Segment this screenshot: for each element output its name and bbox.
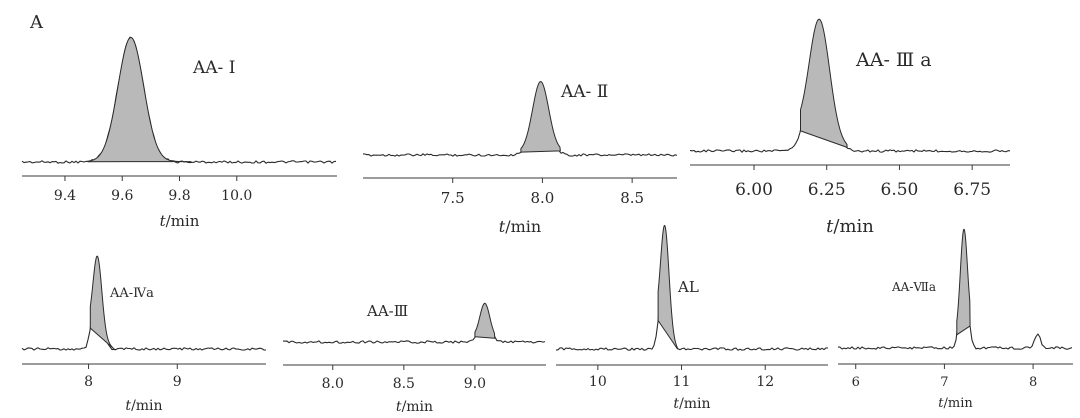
x-axis-title: t/min — [396, 399, 433, 415]
peak-area — [474, 302, 496, 339]
x-tick-label: 12 — [756, 374, 774, 390]
x-tick-label: 8 — [84, 374, 93, 390]
x-axis-title-variable: t — [125, 398, 131, 414]
x-axis-title-unit: /min — [505, 217, 541, 236]
x-tick-label: 7 — [940, 375, 948, 390]
x-axis-title-unit: /min — [833, 216, 874, 237]
x-axis-title-unit: /min — [131, 398, 163, 414]
x-axis-title-unit: /min — [402, 399, 434, 415]
chromatogram-panel-p6: 10 11 12 t/min AL — [555, 224, 829, 412]
x-tick-label: 9.0 — [464, 376, 486, 392]
peak-area — [87, 37, 192, 163]
peak-area — [89, 255, 116, 351]
peak-area — [520, 81, 561, 153]
x-axis-title-unit: /min — [166, 212, 200, 230]
chromatogram-panel-p2: 7.5 8.0 8.5 t/min AA- Ⅱ — [362, 81, 678, 236]
x-tick-label: 10.0 — [221, 188, 252, 204]
x-axis-title: t/min — [826, 216, 874, 237]
x-tick-label: 8.5 — [393, 376, 415, 392]
x-tick-label: 9.6 — [111, 188, 133, 204]
x-tick-label: 6.75 — [953, 180, 991, 200]
compound-label: AA-Ⅶa — [891, 280, 936, 294]
x-axis-title: t/min — [125, 398, 162, 414]
chromatogram-trace — [21, 271, 267, 351]
x-axis-title-variable: t — [396, 399, 402, 415]
figure-label: A — [29, 12, 44, 33]
compound-label: AA- Ⅰ — [192, 58, 235, 78]
compound-label: AA- Ⅱ — [560, 82, 608, 102]
x-tick-label: 7.5 — [441, 189, 465, 207]
x-axis-title: t/min — [499, 217, 541, 236]
x-tick-label: 8.0 — [322, 376, 344, 392]
x-axis-title-variable: t — [826, 216, 834, 237]
x-tick-label: 10 — [589, 374, 607, 390]
x-axis-title-variable: t — [673, 396, 679, 412]
peak-area — [956, 228, 971, 336]
chromatogram-trace — [282, 307, 546, 344]
chromatogram-trace — [21, 36, 337, 164]
peak-area — [657, 224, 678, 350]
x-axis-title-unit: /min — [943, 396, 973, 411]
x-axis-title-variable: t — [499, 217, 506, 236]
compound-label: AA-Ⅲ — [366, 302, 408, 320]
x-axis-title-variable: t — [938, 396, 944, 411]
chromatogram-panel-p4: 8 9 t/min AA-Ⅳa — [21, 255, 267, 414]
chromatogram-trace — [838, 247, 1073, 350]
x-tick-label: 9 — [173, 374, 182, 390]
x-axis-title-variable: t — [160, 212, 167, 230]
x-tick-label: 6.00 — [735, 180, 773, 200]
x-tick-label: 8.5 — [620, 189, 644, 207]
compound-label: AL — [677, 278, 699, 296]
x-tick-label: 9.8 — [168, 188, 190, 204]
chromatogram-trace — [555, 246, 829, 351]
x-axis-title: t/min — [938, 396, 973, 411]
compound-label: AA- Ⅲ a — [855, 49, 932, 71]
compound-label: AA-Ⅳa — [109, 286, 154, 301]
chromatogram-panel-p3: 6.00 6.25 6.50 6.75 t/min AA- Ⅲ a — [689, 18, 1011, 237]
x-tick-label: 9.4 — [54, 188, 76, 204]
x-axis-title-unit: /min — [679, 396, 711, 412]
chromatogram-panel-p5: 8.0 8.5 9.0 t/min AA-Ⅲ — [282, 302, 546, 415]
chromatogram-panel-p7: 6 7 8 t/min AA-Ⅶa — [838, 228, 1073, 411]
x-tick-label: 6 — [852, 375, 860, 390]
x-axis-title: t/min — [160, 212, 200, 230]
chromatogram-trace — [689, 32, 1011, 153]
chromatogram-trace — [362, 84, 678, 157]
chromatogram-panel-p1: 9.4 9.6 9.8 10.0 t/min AA- Ⅰ — [21, 36, 337, 230]
x-tick-label: 8.0 — [530, 189, 554, 207]
x-axis-title: t/min — [673, 396, 710, 412]
peak-area — [800, 18, 848, 148]
x-tick-label: 6.25 — [808, 180, 846, 200]
x-tick-label: 11 — [673, 374, 691, 390]
x-tick-label: 8 — [1029, 375, 1037, 390]
x-tick-label: 6.50 — [881, 180, 919, 200]
